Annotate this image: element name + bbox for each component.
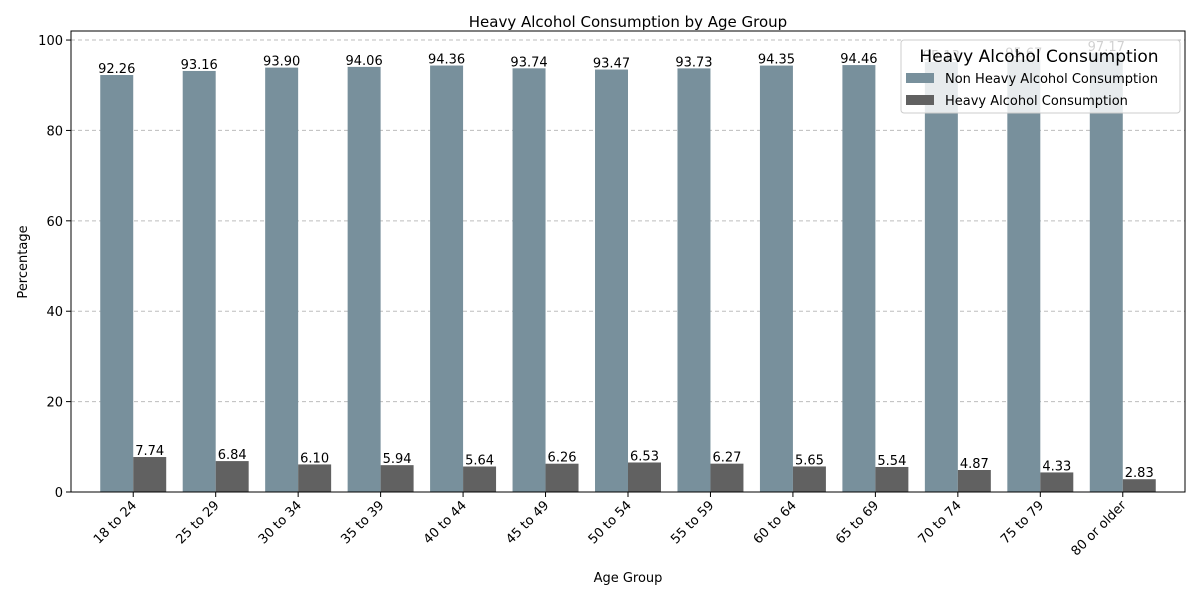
bar-label-non-heavy-alcohol-consumption-50-to-54: 93.47	[593, 57, 630, 72]
bar-non-heavy-alcohol-consumption-35-to-39	[347, 66, 381, 493]
bar-non-heavy-alcohol-consumption-55-to-59	[677, 68, 711, 492]
bar-label-heavy-alcohol-consumption-65-to-69: 5.54	[877, 454, 906, 469]
bar-non-heavy-alcohol-consumption-40-to-44	[430, 65, 464, 493]
x-tick-label-18-to-24: 18 to 24	[91, 498, 140, 547]
y-tick-label-100: 100	[38, 34, 63, 49]
x-axis-label: Age Group	[594, 571, 663, 586]
bar-non-heavy-alcohol-consumption-45-to-49	[512, 68, 546, 492]
bar-heavy-alcohol-consumption-55-to-59	[710, 463, 744, 492]
bar-non-heavy-alcohol-consumption-18-to-24	[100, 75, 134, 492]
y-tick-label-20: 20	[46, 396, 63, 411]
bar-label-non-heavy-alcohol-consumption-65-to-69: 94.46	[840, 52, 877, 67]
bar-label-heavy-alcohol-consumption-18-to-24: 7.74	[135, 444, 164, 459]
bar-non-heavy-alcohol-consumption-65-to-69	[842, 65, 876, 492]
legend-label-non-heavy: Non Heavy Alcohol Consumption	[945, 72, 1158, 87]
bar-non-heavy-alcohol-consumption-70-to-74	[924, 62, 958, 492]
bar-heavy-alcohol-consumption-18-to-24	[133, 457, 167, 492]
bar-heavy-alcohol-consumption-70-to-74	[957, 469, 991, 492]
x-tick-label-45-to-49: 45 to 49	[503, 498, 552, 547]
bar-label-heavy-alcohol-consumption-40-to-44: 5.64	[465, 454, 494, 469]
x-tick-label-65-to-69: 65 to 69	[833, 498, 882, 547]
bar-heavy-alcohol-consumption-25-to-29	[215, 461, 249, 492]
x-tick-label-50-to-54: 50 to 54	[586, 498, 635, 547]
x-tick-label-70-to-74: 70 to 74	[916, 498, 965, 547]
bar-label-non-heavy-alcohol-consumption-60-to-64: 94.35	[758, 53, 795, 68]
y-tick-label-40: 40	[46, 305, 63, 320]
bar-label-non-heavy-alcohol-consumption-55-to-59: 93.73	[675, 55, 712, 70]
bar-label-heavy-alcohol-consumption-60-to-64: 5.65	[795, 453, 824, 468]
bar-label-heavy-alcohol-consumption-50-to-54: 6.53	[630, 449, 659, 464]
y-axis: 0 20 40 60 80 100	[38, 34, 71, 501]
bar-label-heavy-alcohol-consumption-80-or-older: 2.83	[1125, 466, 1154, 481]
y-tick-label-0: 0	[55, 486, 63, 501]
bar-non-heavy-alcohol-consumption-80-or-older	[1089, 52, 1123, 492]
bar-non-heavy-alcohol-consumption-30-to-34	[265, 67, 299, 492]
x-tick-label-25-to-29: 25 to 29	[173, 498, 222, 547]
x-tick-label-55-to-59: 55 to 59	[668, 498, 717, 547]
x-tick-label-30-to-34: 30 to 34	[256, 498, 305, 547]
bar-label-non-heavy-alcohol-consumption-18-to-24: 92.26	[98, 62, 135, 77]
bar-label-non-heavy-alcohol-consumption-40-to-44: 94.36	[428, 53, 465, 68]
bar-label-heavy-alcohol-consumption-45-to-49: 6.26	[548, 451, 577, 466]
bar-heavy-alcohol-consumption-35-to-39	[380, 465, 414, 492]
bar-label-heavy-alcohol-consumption-30-to-34: 6.10	[300, 451, 329, 466]
y-tick-label-80: 80	[46, 124, 63, 139]
bar-heavy-alcohol-consumption-30-to-34	[298, 464, 332, 492]
bar-heavy-alcohol-consumption-45-to-49	[545, 463, 579, 492]
chart-title: Heavy Alcohol Consumption by Age Group	[469, 13, 787, 31]
bar-non-heavy-alcohol-consumption-25-to-29	[182, 70, 216, 492]
legend: Heavy Alcohol Consumption Non Heavy Alco…	[900, 39, 1181, 114]
bar-heavy-alcohol-consumption-65-to-69	[875, 466, 909, 492]
x-tick-label-35-to-39: 35 to 39	[338, 498, 387, 547]
legend-label-heavy: Heavy Alcohol Consumption	[945, 94, 1128, 109]
bar-label-non-heavy-alcohol-consumption-30-to-34: 93.90	[263, 55, 300, 70]
bar-heavy-alcohol-consumption-80-or-older	[1122, 479, 1156, 492]
y-axis-label: Percentage	[16, 225, 31, 298]
y-tick-label-60: 60	[46, 215, 63, 230]
bar-label-non-heavy-alcohol-consumption-25-to-29: 93.16	[181, 58, 218, 73]
x-tick-label-40-to-44: 40 to 44	[421, 498, 470, 547]
x-tick-label-80-or-older: 80 or older	[1069, 498, 1130, 559]
legend-title: Heavy Alcohol Consumption	[919, 47, 1158, 67]
x-tick-label-75-to-79: 75 to 79	[998, 498, 1047, 547]
bar-heavy-alcohol-consumption-60-to-64	[792, 466, 826, 492]
bar-heavy-alcohol-consumption-40-to-44	[463, 466, 497, 492]
bars-group	[100, 52, 1156, 493]
bar-label-heavy-alcohol-consumption-35-to-39: 5.94	[383, 452, 412, 467]
bar-heavy-alcohol-consumption-75-to-79	[1040, 472, 1074, 492]
bar-label-heavy-alcohol-consumption-55-to-59: 6.27	[712, 451, 741, 466]
bar-label-heavy-alcohol-consumption-25-to-29: 6.84	[218, 448, 247, 463]
bar-label-non-heavy-alcohol-consumption-35-to-39: 94.06	[346, 54, 383, 69]
legend-box	[900, 39, 1181, 114]
bar-label-non-heavy-alcohol-consumption-45-to-49: 93.74	[510, 55, 547, 70]
legend-swatch-non-heavy	[906, 73, 934, 83]
bar-non-heavy-alcohol-consumption-75-to-79	[1007, 59, 1041, 492]
bar-label-heavy-alcohol-consumption-75-to-79: 4.33	[1042, 459, 1071, 474]
x-tick-label-60-to-64: 60 to 64	[751, 498, 800, 547]
bar-heavy-alcohol-consumption-50-to-54	[628, 462, 661, 492]
bar-non-heavy-alcohol-consumption-50-to-54	[595, 69, 628, 493]
x-axis: 18 to 24 25 to 29 30 to 34 35 to 39 40 to 44…	[91, 492, 1130, 559]
bar-label-heavy-alcohol-consumption-70-to-74: 4.87	[960, 457, 989, 472]
bar-non-heavy-alcohol-consumption-60-to-64	[759, 65, 793, 492]
legend-swatch-heavy	[906, 95, 934, 105]
